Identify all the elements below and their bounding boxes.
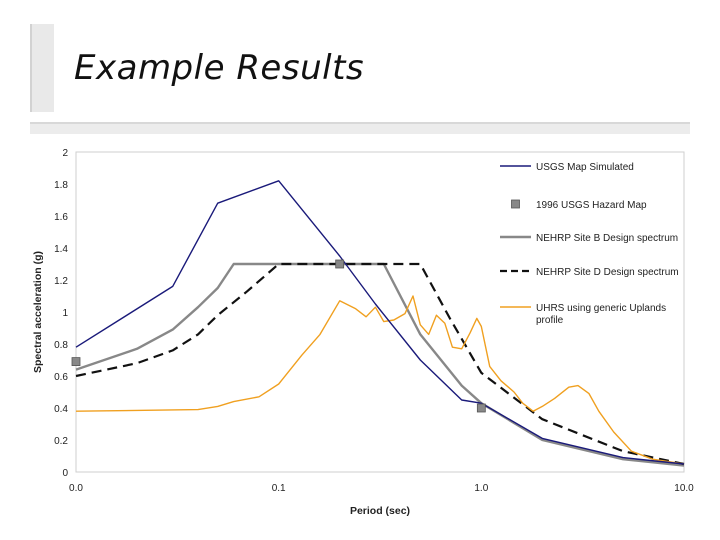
y-tick-label: 1.4 xyxy=(54,244,68,255)
legend-label: 1996 USGS Hazard Map xyxy=(536,200,647,211)
x-tick-label: 0.1 xyxy=(272,483,286,494)
chart-plot-area xyxy=(71,180,685,467)
legend-label: NEHRP Site B Design spectrum xyxy=(536,233,678,244)
hazard-map-marker xyxy=(476,403,486,413)
x-tick-label: 0.0 xyxy=(69,483,83,494)
series-line xyxy=(75,262,685,467)
y-tick-label: 0.8 xyxy=(54,340,68,351)
y-tick-label: 0.6 xyxy=(54,372,68,383)
slide-title: Example Results xyxy=(74,48,365,88)
chart-axes xyxy=(75,151,685,473)
y-axis-label: Spectral acceleration (g) xyxy=(32,251,44,373)
x-axis-label: Period (sec) xyxy=(350,505,410,517)
y-tick-label: 1.6 xyxy=(54,212,68,223)
chart-legend: USGS Map Simulated 1996 USGS Hazard Map NE… xyxy=(500,162,679,326)
series-line xyxy=(75,295,685,465)
series-line xyxy=(75,262,685,466)
y-tick-label: 0.2 xyxy=(54,436,68,447)
plot-frame xyxy=(75,151,685,473)
decorative-side-bar xyxy=(30,24,54,112)
decorative-rule xyxy=(30,122,690,134)
x-tick-label: 10.0 xyxy=(674,483,694,494)
legend-label: USGS Map Simulated xyxy=(536,162,634,173)
legend-label: profile xyxy=(536,315,564,326)
y-tick-label: 1.2 xyxy=(54,276,68,287)
y-tick-label: 0 xyxy=(62,468,68,479)
x-tick-label: 1.0 xyxy=(474,483,488,494)
y-tick-label: 0.4 xyxy=(54,404,68,415)
y-tick-label: 1.8 xyxy=(54,180,68,191)
legend-swatch xyxy=(511,199,520,209)
y-tick-label: 2 xyxy=(62,148,68,159)
legend-label: NEHRP Site D Design spectrum xyxy=(536,267,679,278)
y-tick-label: 1 xyxy=(62,308,68,319)
chart-ticks: 0 0.2 0.4 0.6 0.8 1 1.2 1.4 1.6 1.8 2 0.0 0.1 1.0 10.0 xyxy=(54,148,694,494)
hazard-map-marker xyxy=(71,357,81,367)
series-line xyxy=(75,180,685,465)
legend-label: UHRS using generic Uplands xyxy=(536,303,666,314)
hazard-map-marker xyxy=(335,259,345,269)
